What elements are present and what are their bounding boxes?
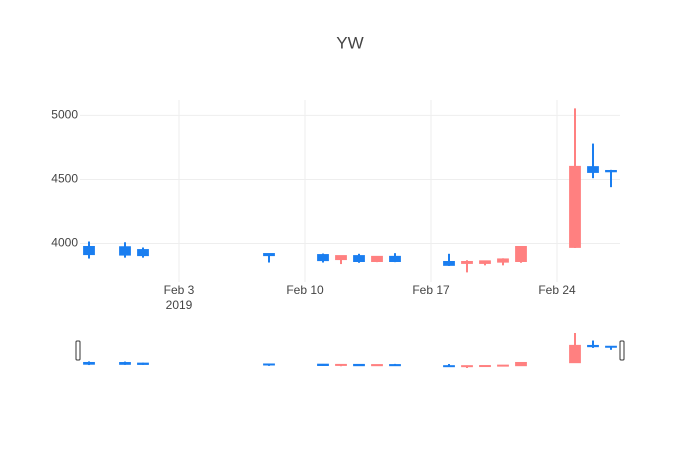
y-tick-label: 4000 [51,236,78,250]
body [83,245,95,256]
body [605,169,617,173]
slider-body [515,361,527,367]
slider-body [569,344,581,364]
body [569,165,581,248]
slider-body [137,362,149,365]
slider-body [443,365,455,368]
slider-body [335,363,347,366]
slider-body [605,345,617,348]
slider-body [353,363,365,367]
x-tick-label: Feb 24 [538,283,576,297]
slider-body [389,364,401,367]
x-year-label: 2019 [166,298,193,312]
body [137,249,149,257]
slider-body [317,363,329,366]
slider-body [587,344,599,348]
body [587,166,599,173]
body [353,255,365,262]
body [497,258,509,263]
slider-body [461,365,473,368]
body [389,255,401,262]
range-slider [80,333,620,368]
body [371,255,383,262]
slider-body [263,363,275,366]
slider-body [119,362,131,365]
body [479,260,491,264]
slider-body [497,364,509,367]
body [263,253,275,257]
body [317,254,329,262]
y-tick-label: 5000 [51,108,78,122]
body [443,260,455,266]
body [335,255,347,261]
slider-body [479,365,491,368]
body [461,260,473,264]
slider-body [83,361,95,365]
x-tick-label: Feb 17 [412,283,450,297]
range-slider-handle [75,340,81,361]
x-tick-label: Feb 10 [286,283,324,297]
body [119,246,131,256]
range-slider-handle [619,340,625,361]
x-tick-label: Feb 3 [164,283,195,297]
y-tick-label: 4500 [51,172,78,186]
slider-body [371,364,383,367]
chart-title: YW [336,33,363,52]
body [515,245,527,262]
